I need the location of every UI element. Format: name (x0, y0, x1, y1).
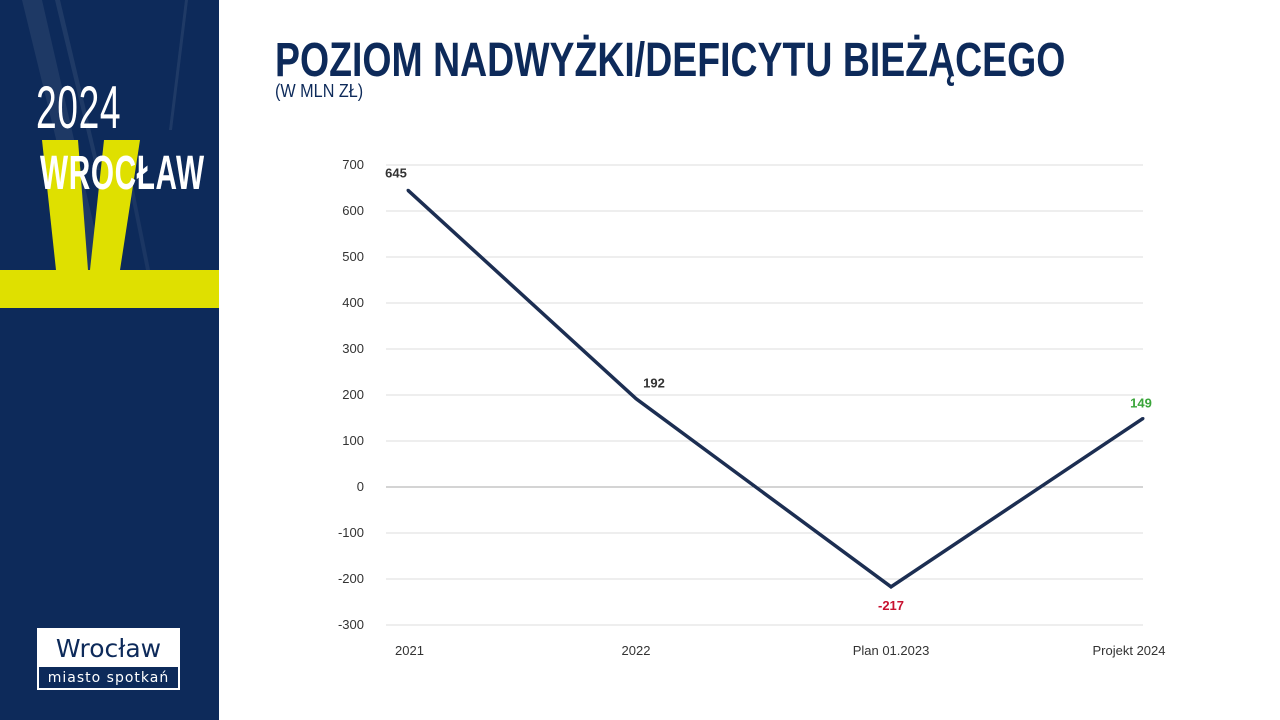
x-tick-label: 2022 (622, 643, 651, 658)
y-tick-label: -200 (338, 571, 364, 586)
logo-tagline: miasto spotkań (47, 670, 170, 686)
y-tick-label: 400 (342, 295, 364, 310)
sidebar-city-name: WROCŁAW (40, 147, 205, 200)
chart-data-labels: 645 192 -217 149 (385, 165, 1152, 613)
page-subtitle: (W MLN ZŁ) (275, 81, 364, 101)
sidebar: 2024 WROCŁAW Wrocław miasto spotkań (0, 0, 219, 720)
y-tick-label: 600 (342, 203, 364, 218)
sidebar-w-graphic (0, 0, 219, 308)
data-point (1141, 416, 1145, 420)
y-tick-label: 0 (357, 479, 364, 494)
y-tick-label: 500 (342, 249, 364, 264)
y-tick-label: -300 (338, 617, 364, 632)
wroclaw-logo[interactable]: Wrocław miasto spotkań (37, 628, 180, 690)
data-point (634, 397, 638, 401)
x-tick-label: Plan 01.2023 (853, 643, 930, 658)
y-tick-label: 300 (342, 341, 364, 356)
y-tick-label: 700 (342, 157, 364, 172)
y-tick-label: 200 (342, 387, 364, 402)
data-point (406, 188, 410, 192)
x-tick-label: Projekt 2024 (1093, 643, 1166, 658)
series-line (406, 189, 1144, 589)
data-label: 149 (1130, 395, 1152, 410)
sidebar-year: 2024 (36, 74, 122, 141)
x-axis: 2021 2022 Plan 01.2023 Projekt 2024 (395, 643, 1166, 658)
page-title: POZIOM NADWYŻKI/DEFICYTU BIEŻĄCEGO (275, 34, 1066, 87)
chart-gridlines (386, 164, 1143, 626)
data-point (889, 585, 893, 589)
data-label: 645 (385, 165, 407, 180)
x-tick-label: 2021 (395, 643, 424, 658)
data-label: 192 (643, 376, 665, 391)
y-tick-label: 100 (342, 433, 364, 448)
logo-name: Wrocław (39, 630, 178, 667)
data-label: -217 (878, 598, 904, 613)
chart-series (406, 188, 1145, 589)
y-tick-label: -100 (338, 525, 364, 540)
y-axis: -300 -200 -100 0 100 200 300 400 500 600 700 (338, 157, 364, 632)
